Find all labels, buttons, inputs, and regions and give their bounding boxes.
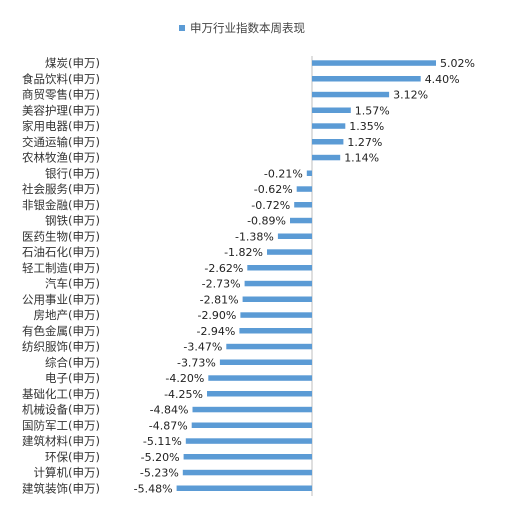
category-label: 房地产(申万) [34, 308, 100, 322]
category-label: 国防军工(申万) [22, 418, 100, 432]
bar [219, 359, 312, 365]
bar [182, 469, 312, 476]
value-label: -3.47% [183, 341, 222, 354]
bar [244, 280, 312, 287]
value-label: -4.25% [164, 388, 203, 401]
bar [312, 60, 436, 66]
category-label: 医药生物(申万) [22, 229, 100, 243]
value-label: -0.62% [254, 183, 293, 196]
category-label: 建筑材料(申万) [22, 434, 100, 448]
value-label: -0.72% [251, 199, 290, 212]
value-label: 4.40% [425, 73, 460, 86]
bar [312, 107, 351, 113]
bar [312, 123, 346, 129]
category-label: 商贸零售(申万) [22, 88, 100, 102]
category-label: 汽车(申万) [45, 277, 100, 291]
category-label: 银行(申万) [45, 166, 100, 180]
category-label: 公用事业(申万) [22, 292, 100, 306]
legend-swatch [179, 25, 185, 31]
value-label: -4.20% [165, 372, 204, 385]
category-label: 石油石化(申万) [22, 245, 100, 259]
bar [242, 296, 312, 302]
value-label: 1.14% [344, 152, 379, 165]
category-label: 交通运输(申万) [22, 135, 100, 149]
value-label: -4.84% [150, 404, 189, 417]
value-label: 1.35% [349, 120, 384, 133]
value-labels: 5.02% 4.40% 3.12%1.57% 1.35% 1.27% 1.14% -0.21… [134, 57, 475, 495]
value-label: -2.81% [200, 293, 239, 306]
value-label: -0.89% [247, 215, 286, 228]
bar [208, 375, 312, 381]
category-label: 轻工制造(申万) [22, 261, 100, 275]
category-label: 美容护理(申万) [22, 103, 100, 117]
category-label: 社会服务(申万) [22, 182, 100, 196]
value-label: -5.23% [140, 467, 179, 480]
category-label: 计算机(申万) [34, 466, 100, 480]
category-label: 煤炭(申万) [45, 56, 100, 70]
category-labels: 煤炭(申万) 食品饮料(申万) 商贸零售(申万)美容护理(申万) 家用电器(申万) 交通… [22, 56, 100, 495]
bar [192, 406, 312, 413]
category-label: 食品饮料(申万) [22, 72, 100, 86]
category-label: 基础化工(申万) [22, 387, 100, 401]
value-label: 5.02% [440, 57, 475, 70]
value-label: -5.48% [134, 482, 173, 495]
category-label: 钢铁(申万) [45, 214, 100, 228]
category-label: 综合(申万) [45, 355, 100, 369]
bars-group [176, 60, 436, 491]
bar [267, 249, 312, 255]
value-label: -2.73% [202, 278, 241, 291]
value-label: 3.12% [393, 89, 428, 102]
bar [185, 438, 312, 444]
category-label: 家用电器(申万) [22, 119, 100, 133]
bar [247, 265, 312, 271]
category-label: 机械设备(申万) [22, 403, 100, 417]
bar [312, 76, 421, 82]
legend: 申万行业指数本周表现 [179, 21, 305, 35]
value-label: -0.21% [264, 167, 303, 180]
value-label: 1.27% [347, 136, 382, 149]
value-label: -3.73% [177, 356, 216, 369]
bar [306, 170, 312, 176]
value-label: -2.90% [197, 309, 236, 322]
bar [312, 139, 344, 145]
legend-label: 申万行业指数本周表现 [190, 21, 305, 35]
bar [277, 233, 312, 239]
bar [296, 186, 312, 192]
category-label: 纺织服饰(申万) [22, 340, 100, 354]
category-label: 建筑装饰(申万) [22, 481, 100, 495]
category-label: 农林牧渔(申万) [22, 151, 100, 165]
bar [239, 328, 312, 334]
value-label: -4.87% [149, 419, 188, 432]
bar [290, 217, 312, 224]
bar [207, 391, 312, 397]
category-label: 电子(申万) [45, 371, 100, 385]
bar [240, 312, 312, 318]
bar [183, 454, 312, 460]
value-label: -5.20% [141, 451, 180, 464]
bar [312, 154, 341, 161]
bar [226, 343, 312, 350]
value-label: 1.57% [355, 104, 390, 117]
bar [191, 422, 312, 428]
category-label: 环保(申万) [45, 450, 100, 464]
category-label: 非银金融(申万) [22, 198, 100, 212]
value-label: -2.94% [196, 325, 235, 338]
value-label: -1.38% [235, 230, 274, 243]
category-label: 有色金属(申万) [22, 324, 100, 338]
bar [294, 202, 312, 208]
bar [176, 485, 312, 491]
value-label: -1.82% [224, 246, 263, 259]
value-label: -2.62% [204, 262, 243, 275]
bar [312, 91, 390, 98]
value-label: -5.11% [143, 435, 182, 448]
